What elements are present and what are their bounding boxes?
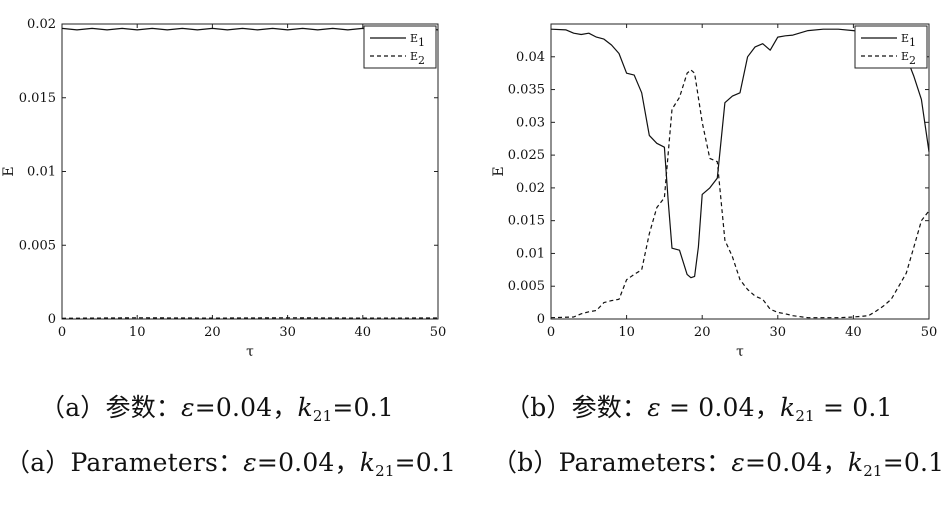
panel-b-x-tick-label: 50 (921, 325, 938, 340)
panel-a-y-tick-label: 0.01 (27, 165, 56, 180)
panel-b-legend-sub-e2: 2 (909, 54, 916, 67)
panel-b-y-tick-label: 0.025 (508, 148, 545, 163)
panel-a-x-tick-label: 30 (279, 325, 296, 340)
k-value: =0.1 (332, 393, 394, 422)
panel-a-x-tick-label: 50 (430, 325, 447, 340)
panel-b-legend-box (854, 25, 928, 69)
panel-a-y-tick-label: 0.02 (27, 17, 56, 32)
epsilon-value: =0.04， (745, 448, 848, 477)
panel-b-y-tick-label: 0.005 (508, 279, 545, 294)
k-symbol: k (359, 448, 376, 477)
epsilon-value: =0.04， (256, 448, 360, 477)
epsilon-symbol: ε (181, 393, 195, 422)
panel-b-y-tick-label: 0.03 (516, 115, 545, 130)
caption-prefix: （a）Parameters： (5, 448, 244, 477)
caption-prefix: （b）参数： (505, 393, 648, 422)
panel-a-y-tick-label: 0 (48, 312, 56, 327)
panel-b-plot-frame (550, 23, 930, 320)
panel-b-x-axis-label: τ (736, 344, 744, 360)
panel-a-legend-box (363, 25, 437, 69)
panel-a-y-tick-label: 0.005 (19, 238, 56, 253)
panel-a-x-tick-label: 0 (58, 325, 66, 340)
panel-b-legend-label-e2: E (901, 50, 909, 63)
k-subscript: 21 (312, 407, 333, 425)
panel-b-y-tick-label: 0 (537, 312, 545, 327)
panel-b-series-e2-line (550, 69, 930, 319)
epsilon-symbol: ε (731, 448, 746, 477)
k-subscript: 21 (795, 407, 815, 425)
panel-b-y-tick-label: 0.015 (508, 214, 545, 229)
epsilon-symbol: ε (647, 393, 661, 422)
k-symbol: k (847, 448, 864, 477)
panel-a-x-tick-label: 20 (204, 325, 221, 340)
caption-prefix: （a）参数： (40, 393, 182, 422)
k-subscript: 21 (863, 462, 883, 480)
panel-a-series-e2-line (61, 317, 439, 319)
panel-a-x-tick-label: 40 (355, 325, 372, 340)
panel-b-y-tick-label: 0.01 (516, 246, 545, 261)
caption-b-chinese: （b）参数：ε = 0.04，k21 = 0.1 (505, 388, 893, 424)
caption-a-chinese: （a）参数：ε=0.04，k21=0.1 (40, 388, 394, 424)
caption-b-english: （b）Parameters：ε=0.04，k21=0.1 (492, 443, 942, 479)
panel-b-y-tick-label: 0.035 (508, 83, 545, 98)
panel-b-series-e1-line (550, 28, 930, 279)
panel-a-x-axis-label: τ (246, 344, 254, 360)
panel-b-x-tick-label: 10 (618, 325, 635, 340)
panel-a-y-axis-label: E (1, 166, 17, 176)
panel-b-x-tick-label: 30 (770, 325, 787, 340)
panel-b-x-tick-label: 20 (694, 325, 711, 340)
k-value: =0.1 (394, 448, 457, 477)
panel-a-legend-label-e2: E (410, 50, 418, 63)
k-value: =0.1 (882, 448, 942, 477)
epsilon-value: =0.04， (194, 393, 298, 422)
panel-b-legend-label-e1: E (901, 32, 909, 45)
panel-a-x-tick-label: 10 (129, 325, 146, 340)
caption-prefix: （b）Parameters： (492, 448, 732, 477)
epsilon-value: = 0.04， (660, 393, 780, 422)
panel-b-y-axis-label: E (491, 166, 507, 176)
panel-b-legend-sub-e1: 1 (909, 36, 916, 49)
k-symbol: k (297, 393, 313, 422)
epsilon-symbol: ε (243, 448, 257, 477)
panel-b-y-tick-label: 0.02 (516, 181, 545, 196)
k-symbol: k (779, 393, 796, 422)
panel-a-legend-label-e1: E (410, 32, 418, 45)
panel-b-y-tick-label: 0.04 (516, 50, 545, 65)
panel-a-y-tick-label: 0.015 (19, 91, 56, 106)
panel-a-legend-sub-e1: 1 (418, 36, 425, 49)
panel-b-x-tick-label: 40 (845, 325, 862, 340)
panel-b-x-tick-label: 0 (547, 325, 555, 340)
caption-a-english: （a）Parameters：ε=0.04，k21=0.1 (5, 443, 456, 479)
k-value: = 0.1 (814, 393, 893, 422)
panel-a-legend-sub-e2: 2 (418, 54, 425, 67)
k-subscript: 21 (375, 462, 395, 480)
